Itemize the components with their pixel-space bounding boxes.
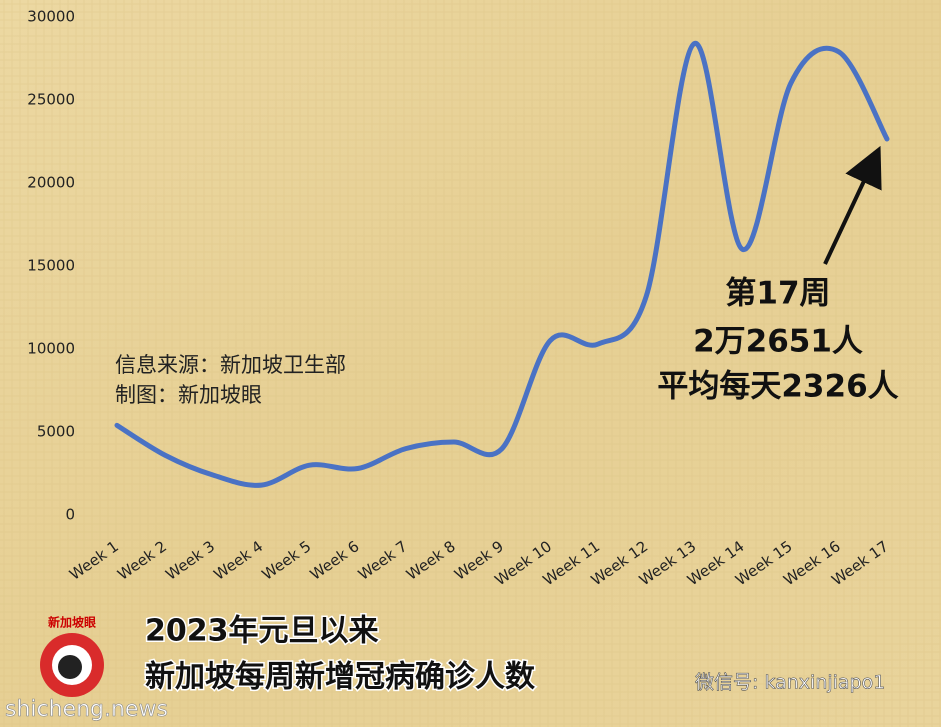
logo-text: 新加坡眼 (48, 615, 96, 630)
line (114, 41, 890, 488)
source-note: 信息来源：新加坡卫生部 (115, 353, 346, 377)
source-note: 制图：新加坡眼 (115, 383, 262, 407)
y-tick-label: 10000 (27, 340, 75, 358)
arrow (823, 145, 882, 265)
watermark: 微信号: kanxinjiapo1 (695, 672, 885, 694)
annotation: 平均每天2326人 (657, 369, 898, 405)
y-tick-label: 15000 (27, 257, 75, 275)
watermark: shicheng.news (5, 697, 168, 722)
annotation: 第17周 (725, 276, 830, 312)
y-tick-label: 5000 (37, 423, 75, 441)
chart-title: 2023年元旦以来 (145, 614, 379, 649)
logo (58, 655, 82, 679)
chart-title: 新加坡每周新增冠病确诊人数 (145, 660, 536, 695)
y-tick-label: 20000 (27, 174, 75, 192)
annotation: 2万2651人 (693, 324, 863, 360)
y-tick-label: 25000 (27, 91, 75, 109)
y-tick-label: 30000 (27, 8, 75, 26)
y-tick-label: 0 (65, 506, 75, 524)
